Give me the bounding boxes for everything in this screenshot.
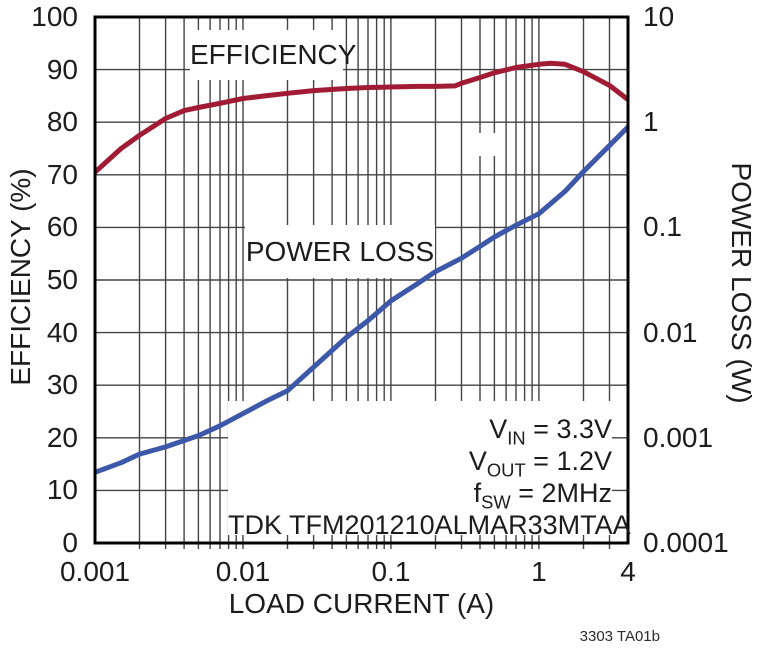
y-right-tick-label: 1 [643,106,659,138]
efficiency-curve-label: EFFICIENCY [190,39,357,70]
y-left-tick-label: 50 [46,264,78,295]
annotation-device: TDK TFM201210ALMAR33MTAA [228,510,631,540]
x-tick-label: 0.1 [371,556,411,587]
y-right-tick-label: 0.01 [643,316,698,348]
x-tick-label: 0.01 [215,556,271,587]
annotation-fsw: fSW = 2MHz [473,478,612,513]
y-left-tick-label: 0 [62,527,78,558]
y-left-tick-label: 70 [46,158,78,190]
y-left-tick-label: 30 [46,369,78,401]
y-right-tick-label: 0.1 [643,211,682,243]
y-left-tick-label: 90 [46,53,78,85]
x-tick-label: 4 [620,556,636,587]
y-right-tick-label: 0.001 [643,421,714,453]
right-axis-title: POWER LOSS (W) [726,162,757,404]
x-tick-label: 0.001 [59,556,131,587]
operating-conditions: VIN = 3.3V VOUT = 1.2V fSW = 2MHz TDK TF… [228,401,631,540]
artifact-patch [464,133,505,156]
efficiency-curve [93,60,630,175]
annotation-vout: VOUT = 1.2V [468,446,612,481]
y-left-tick-label: 10 [46,474,78,506]
power-loss-curve [94,125,630,475]
annotation-vin: VIN = 3.3V [489,414,612,449]
x-tick-label: 1 [531,556,547,587]
left-axis-title: EFFICIENCY (%) [5,168,36,386]
y-left-tick-label: 80 [46,106,78,138]
y-left-tick-label: 60 [46,211,78,243]
label-masks [190,30,612,535]
y-left-tick-label: 20 [46,421,78,453]
x-axis-title: LOAD CURRENT (A) [228,588,495,619]
plot-border [93,15,630,545]
figure-caption: 3303 TA01b [579,628,660,645]
y-right-tick-label: 0.0001 [643,527,729,558]
y-left-tick-label: 40 [46,316,78,348]
y-right-tick-label: 10 [643,1,675,32]
power-loss-curve-label: POWER LOSS [245,236,435,267]
y-left-tick-label: 100 [31,1,78,32]
